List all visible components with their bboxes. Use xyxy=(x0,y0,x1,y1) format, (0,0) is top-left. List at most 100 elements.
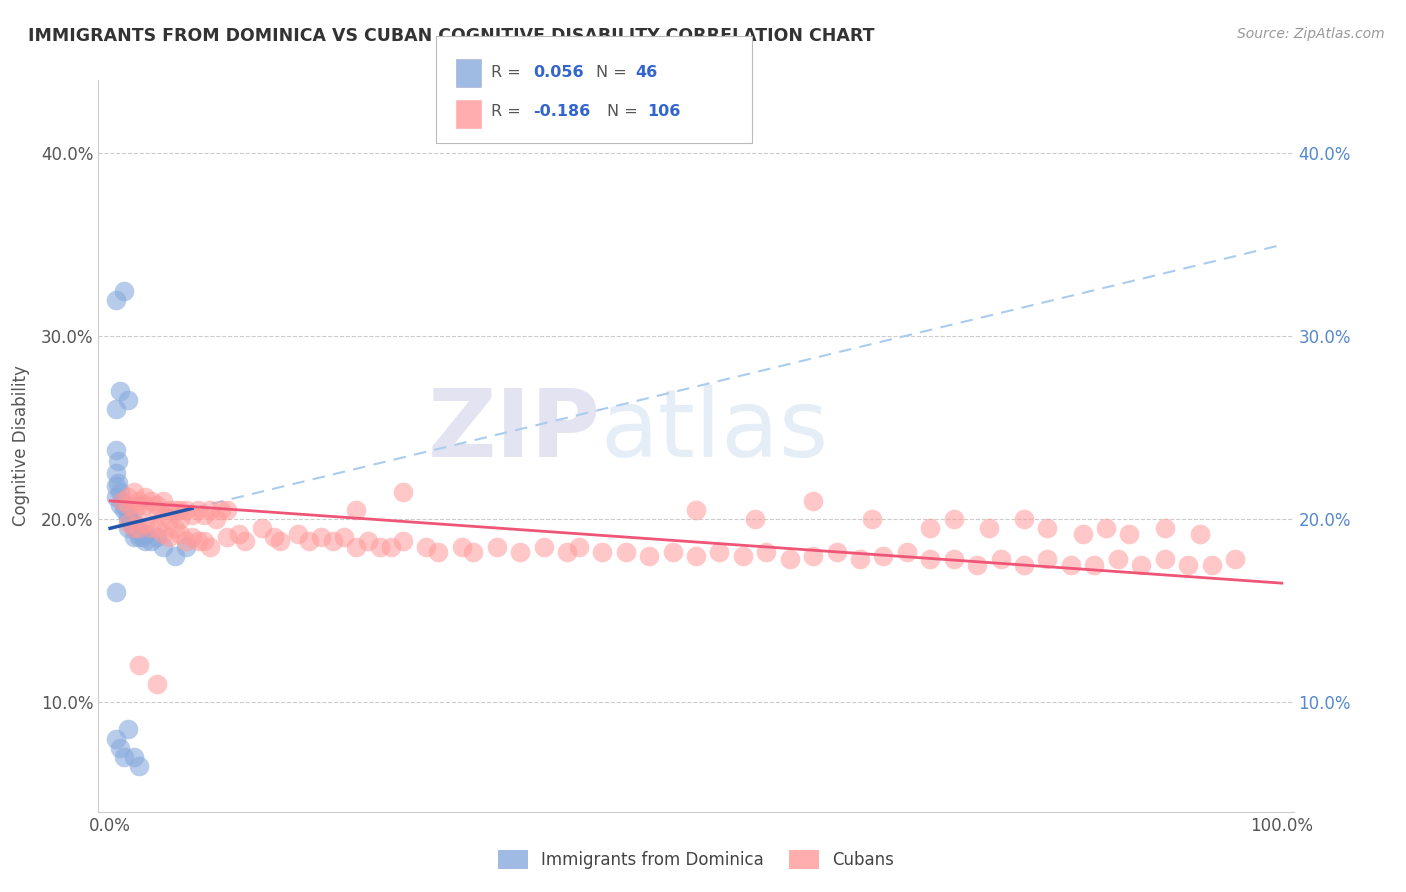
Point xyxy=(128,498,150,512)
Point xyxy=(920,521,942,535)
Point xyxy=(112,749,135,764)
Point xyxy=(896,545,918,559)
Point xyxy=(146,498,169,512)
Point xyxy=(117,516,139,530)
Point xyxy=(117,723,139,737)
Point xyxy=(380,540,402,554)
Point xyxy=(568,540,591,554)
Point xyxy=(228,526,250,541)
Point xyxy=(117,512,139,526)
Point xyxy=(111,494,134,508)
Point xyxy=(942,512,965,526)
Point xyxy=(463,545,485,559)
Point xyxy=(211,503,233,517)
Text: N =: N = xyxy=(596,65,633,80)
Point xyxy=(117,521,139,535)
Point xyxy=(204,512,226,526)
Point xyxy=(966,558,988,572)
Point xyxy=(872,549,894,563)
Point xyxy=(731,549,754,563)
Point xyxy=(163,549,186,563)
Point xyxy=(187,503,209,517)
Point xyxy=(1153,521,1175,535)
Text: R =: R = xyxy=(491,65,526,80)
Point xyxy=(825,545,848,559)
Point xyxy=(122,503,145,517)
Point xyxy=(368,540,391,554)
Text: Source: ZipAtlas.com: Source: ZipAtlas.com xyxy=(1237,27,1385,41)
Point xyxy=(112,503,135,517)
Point xyxy=(533,540,555,554)
Point xyxy=(252,521,274,535)
Text: atlas: atlas xyxy=(600,385,828,477)
Point xyxy=(134,498,156,512)
Point xyxy=(134,526,156,541)
Point xyxy=(134,534,156,549)
Point xyxy=(942,552,965,566)
Point xyxy=(141,534,163,549)
Point xyxy=(108,740,131,755)
Point xyxy=(450,540,472,554)
Point xyxy=(107,475,129,490)
Point xyxy=(1201,558,1223,572)
Point xyxy=(152,540,174,554)
Text: 46: 46 xyxy=(636,65,658,80)
Point xyxy=(111,494,134,508)
Point xyxy=(108,484,131,499)
Point xyxy=(157,530,180,544)
Point xyxy=(485,540,508,554)
Point xyxy=(1060,558,1083,572)
Point xyxy=(146,676,169,690)
Point xyxy=(122,530,145,544)
Point xyxy=(709,545,731,559)
Point xyxy=(591,545,613,559)
Point xyxy=(661,545,683,559)
Point xyxy=(1118,526,1140,541)
Point xyxy=(169,503,191,517)
Point xyxy=(146,503,169,517)
Point xyxy=(163,503,186,517)
Y-axis label: Cognitive Disability: Cognitive Disability xyxy=(11,366,30,526)
Point xyxy=(146,530,169,544)
Point xyxy=(779,552,801,566)
Point xyxy=(1083,558,1105,572)
Point xyxy=(128,526,150,541)
Point xyxy=(125,521,148,535)
Point xyxy=(117,490,139,504)
Point xyxy=(132,530,155,544)
Point xyxy=(105,467,128,481)
Point xyxy=(392,484,415,499)
Point xyxy=(1130,558,1153,572)
Point xyxy=(233,534,256,549)
Point xyxy=(392,534,415,549)
Point xyxy=(1071,526,1094,541)
Point xyxy=(1107,552,1129,566)
Point xyxy=(685,503,707,517)
Point xyxy=(152,526,174,541)
Point xyxy=(134,490,156,504)
Point xyxy=(174,540,197,554)
Point xyxy=(120,516,142,530)
Point xyxy=(309,530,332,544)
Point xyxy=(105,442,128,457)
Point xyxy=(117,508,139,523)
Point xyxy=(163,521,186,535)
Point xyxy=(112,498,135,512)
Point xyxy=(849,552,872,566)
Text: IMMIGRANTS FROM DOMINICA VS CUBAN COGNITIVE DISABILITY CORRELATION CHART: IMMIGRANTS FROM DOMINICA VS CUBAN COGNIT… xyxy=(28,27,875,45)
Point xyxy=(801,549,824,563)
Point xyxy=(427,545,450,559)
Point xyxy=(638,549,661,563)
Point xyxy=(287,526,309,541)
Point xyxy=(1177,558,1199,572)
Point xyxy=(112,284,135,298)
Point xyxy=(128,521,150,535)
Point xyxy=(122,484,145,499)
Point xyxy=(555,545,578,559)
Point xyxy=(1188,526,1211,541)
Point xyxy=(128,759,150,773)
Point xyxy=(108,498,131,512)
Point xyxy=(187,534,209,549)
Point xyxy=(1012,558,1035,572)
Point xyxy=(157,503,180,517)
